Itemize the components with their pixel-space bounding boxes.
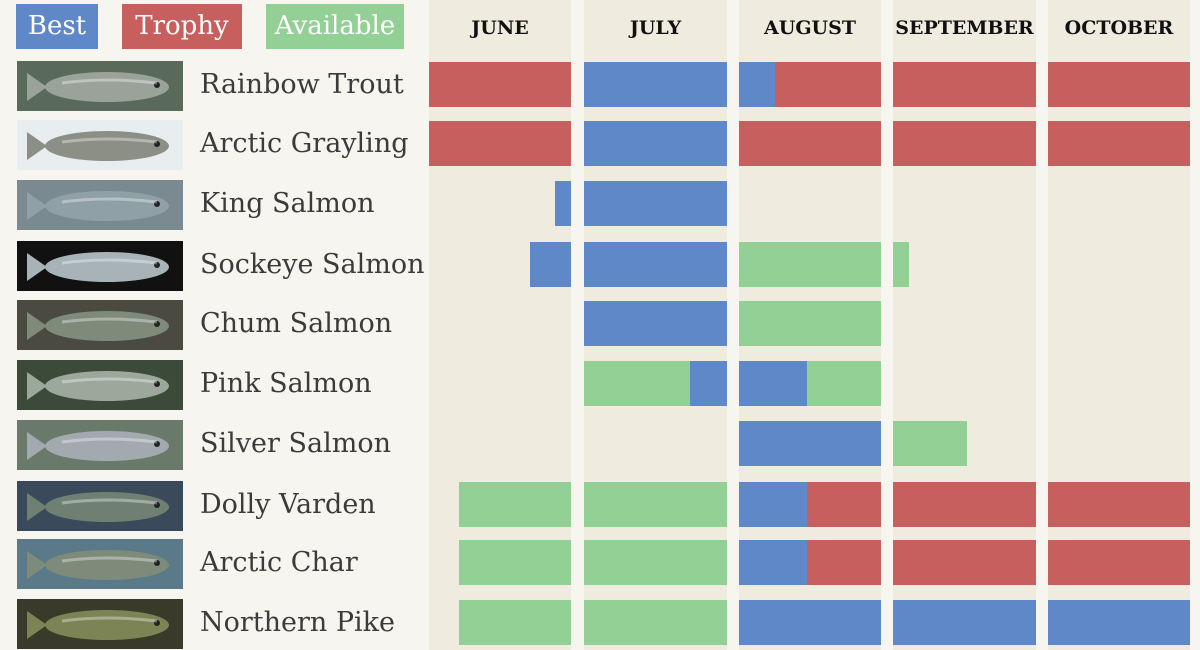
fish-photo [17, 481, 183, 531]
bar-segment [739, 421, 881, 466]
legend-best: Best [16, 4, 98, 49]
bar-segment [739, 62, 775, 107]
bar-segment [584, 181, 727, 226]
month-label: JULY [629, 17, 682, 39]
bar-segment [1048, 540, 1190, 585]
bar-segment [739, 121, 881, 166]
bar-segment [584, 540, 727, 585]
legend-trophy: Trophy [122, 4, 242, 49]
bar-segment [739, 482, 808, 527]
fish-photo [17, 599, 183, 649]
bar-segment [739, 540, 808, 585]
fish-label: Chum Salmon [200, 308, 393, 339]
bar-segment [893, 482, 1036, 527]
bar-segment [584, 62, 727, 107]
legend-available: Available [266, 4, 404, 49]
bar-segment [807, 540, 881, 585]
bar-segment [893, 421, 968, 466]
fish-label: Pink Salmon [200, 368, 372, 399]
bar-segment [1048, 62, 1190, 107]
bar-segment [584, 301, 727, 346]
fish-label: Arctic Grayling [200, 128, 409, 159]
month-label: SEPTEMBER [895, 17, 1034, 39]
bar-segment [584, 361, 690, 406]
bar-segment [807, 361, 881, 406]
fish-label: Rainbow Trout [200, 69, 404, 100]
bar-segment [1048, 600, 1190, 645]
fish-photo [17, 300, 183, 350]
bar-segment [689, 361, 727, 406]
fish-photo [17, 61, 183, 111]
bar-segment [774, 62, 881, 107]
bar-segment [893, 121, 1036, 166]
bar-segment [1048, 121, 1190, 166]
fish-label: Silver Salmon [200, 428, 391, 459]
bar-segment [739, 301, 881, 346]
fish-label: Dolly Varden [200, 489, 376, 520]
fish-label: Arctic Char [200, 547, 358, 578]
bar-segment [458, 540, 571, 585]
fish-photo [17, 360, 183, 410]
bar-segment [429, 62, 571, 107]
fish-label: Sockeye Salmon [200, 249, 425, 280]
fish-label: Northern Pike [200, 607, 396, 638]
fish-photo [17, 420, 183, 470]
fish-photo [17, 180, 183, 230]
bar-segment [458, 600, 571, 645]
fish-photo [17, 539, 183, 589]
month-label: JUNE [471, 17, 529, 39]
bar-segment [893, 540, 1036, 585]
bar-segment [584, 482, 727, 527]
bar-segment [893, 62, 1036, 107]
bar-segment [584, 121, 727, 166]
fish-photo [17, 120, 183, 170]
bar-segment [584, 242, 727, 287]
bar-segment [529, 242, 571, 287]
bar-segment [807, 482, 881, 527]
month-label: OCTOBER [1064, 17, 1174, 39]
bar-segment [893, 600, 1036, 645]
bar-segment [1048, 482, 1190, 527]
bar-segment [739, 600, 881, 645]
fish-photo [17, 241, 183, 291]
bar-segment [584, 600, 727, 645]
bar-segment [739, 242, 881, 287]
fish-label: King Salmon [200, 188, 375, 219]
bar-segment [555, 181, 571, 226]
bar-segment [893, 242, 909, 287]
bar-segment [429, 121, 571, 166]
bar-segment [458, 482, 571, 527]
month-label: AUGUST [764, 17, 856, 39]
bar-segment [739, 361, 808, 406]
